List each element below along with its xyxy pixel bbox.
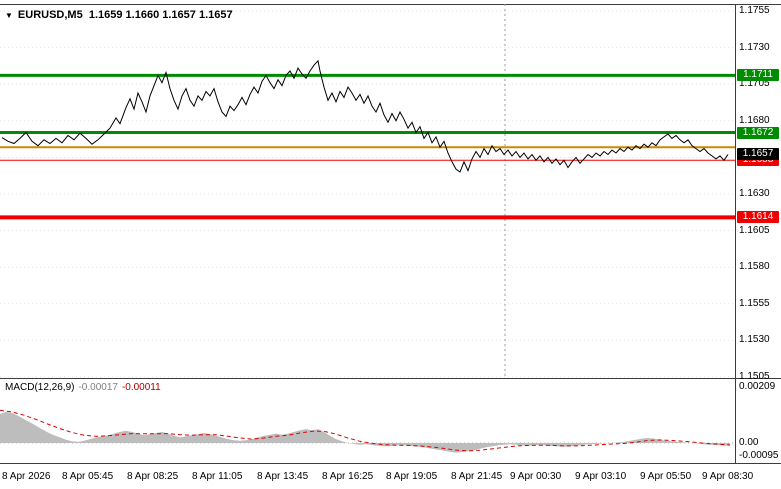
time-tick-label: 8 Apr 16:25: [322, 471, 374, 482]
symbol-period-label: EURUSD,M5: [17, 9, 83, 21]
price-tick-label: 1.1730: [739, 42, 770, 53]
time-tick-label: 8 Apr 08:25: [127, 471, 179, 482]
time-axis: 8 Apr 2026 8 Apr 05:45 8 Apr 08:25 8 Apr 11…: [0, 464, 781, 489]
macd-tick-label: 0.00209: [739, 381, 776, 392]
macd-indicator-label: MACD(12,26,9) -0.00017 -0.00011: [5, 382, 161, 393]
level-price-badge: 1.1614: [737, 211, 779, 223]
axis-divider: [735, 4, 736, 463]
current-price-badge: 1.1657: [737, 148, 779, 160]
price-macd-separator: [0, 378, 781, 379]
level-price-badge: 1.1672: [737, 127, 779, 139]
price-tick-label: 1.1530: [739, 334, 770, 345]
macd-histogram: [0, 411, 730, 453]
macd-name: MACD(12,26,9): [5, 382, 75, 393]
price-line: [1, 59, 729, 173]
ohlc-quotes: 1.1659 1.1660 1.1657 1.1657: [88, 9, 233, 21]
level-price-badge: 1.1711: [737, 69, 779, 81]
macd-tick-label: -0.00095: [739, 450, 779, 461]
chart-top-border: [0, 4, 781, 5]
price-tick-label: 1.1580: [739, 261, 770, 272]
price-tick-label: 1.1630: [739, 188, 770, 199]
macd-bottom-border: [0, 463, 781, 464]
price-tick-label: 1.1555: [739, 298, 770, 309]
chart-dropdown-icon[interactable]: ▼: [5, 11, 13, 20]
price-tick-label: 1.1705: [739, 78, 770, 89]
chart-header: ▼ EURUSD,M5 1.1659 1.1660 1.1657 1.1657: [5, 9, 233, 21]
time-tick-label: 9 Apr 00:30: [510, 471, 562, 482]
time-tick-label: 8 Apr 05:45: [62, 471, 114, 482]
macd-axis: 0.00209 0.00 -0.00095: [737, 379, 781, 463]
time-tick-label: 8 Apr 11:05: [192, 471, 243, 482]
time-tick-label: 8 Apr 21:45: [451, 471, 503, 482]
price-tick-label: 1.1605: [739, 225, 770, 236]
time-tick-label: 8 Apr 2026: [2, 471, 51, 482]
price-tick-label: 1.1755: [739, 5, 770, 16]
time-tick-label: 8 Apr 19:05: [386, 471, 438, 482]
time-tick-label: 9 Apr 03:10: [575, 471, 627, 482]
time-tick-label: 8 Apr 13:45: [257, 471, 309, 482]
price-tick-label: 1.1505: [739, 371, 770, 382]
macd-main-value: -0.00017: [78, 382, 118, 393]
price-tick-label: 1.1680: [739, 115, 770, 126]
macd-signal-value: -0.00011: [121, 382, 161, 393]
macd-signal-line: [0, 409, 731, 452]
macd-tick-label: 0.00: [739, 437, 759, 448]
macd-indicator-panel[interactable]: [0, 379, 735, 463]
price-chart-panel[interactable]: [0, 4, 735, 378]
time-tick-label: 9 Apr 08:30: [702, 471, 754, 482]
price-axis: 1.17551.17301.17051.16801.16551.16301.16…: [737, 4, 781, 382]
time-tick-label: 9 Apr 05:50: [640, 471, 692, 482]
